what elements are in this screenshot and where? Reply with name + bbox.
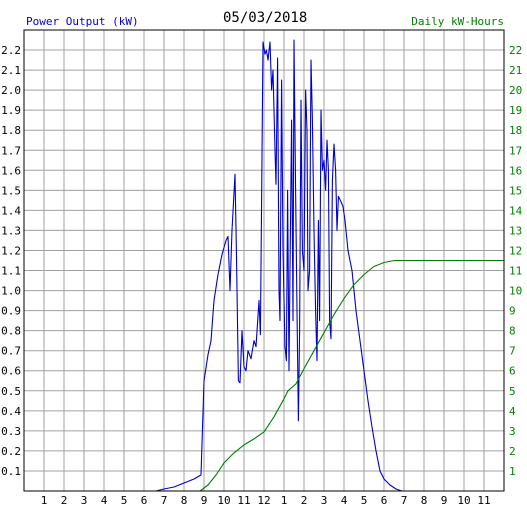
right-tick-label: 17: [509, 144, 522, 157]
right-tick-label: 22: [509, 44, 522, 57]
left-tick-label: 0.7: [1, 345, 21, 358]
left-tick-label: 0.2: [1, 445, 21, 458]
right-tick-label: 4: [509, 405, 516, 418]
x-tick-label: 4: [341, 494, 348, 507]
left-tick-label: 2.1: [1, 64, 21, 77]
chart-title: 05/03/2018: [223, 10, 308, 26]
right-tick-label: 21: [509, 64, 522, 77]
x-tick-label: 10: [457, 494, 470, 507]
x-tick-label: 3: [321, 494, 328, 507]
right-tick-label: 14: [509, 204, 523, 217]
right-tick-label: 15: [509, 184, 522, 197]
energy-series-line: [156, 259, 504, 492]
right-tick-label: 20: [509, 84, 522, 97]
x-tick-label: 7: [401, 494, 408, 507]
left-tick-labels: 0.1 0.2 0.3 0.4 0.5 0.6 0.7 0.8 0.9 1.0 1.1 1.2 1.3 1…: [1, 44, 21, 478]
x-tick-label: 6: [141, 494, 148, 507]
left-tick-label: 0.6: [1, 365, 21, 378]
right-tick-label: 3: [509, 425, 516, 438]
x-tick-label: 7: [161, 494, 168, 507]
plot-frame: [23, 29, 505, 492]
x-tick-label: 5: [361, 494, 368, 507]
right-tick-label: 18: [509, 124, 522, 137]
left-tick-label: 1.2: [1, 244, 21, 257]
right-tick-label: 9: [509, 305, 516, 318]
left-tick-label: 0.5: [1, 385, 21, 398]
right-tick-label: 5: [509, 385, 516, 398]
x-tick-label: 1: [41, 494, 48, 507]
x-tick-label: 8: [421, 494, 428, 507]
left-tick-label: 0.8: [1, 325, 21, 338]
left-tick-label: 0.3: [1, 425, 21, 438]
x-tick-label: 1: [281, 494, 288, 507]
left-tick-label: 0.1: [1, 465, 21, 478]
left-axis-label: Power Output (kW): [26, 15, 139, 28]
right-tick-label: 16: [509, 164, 522, 177]
x-tick-label: 2: [301, 494, 308, 507]
left-tick-label: 1.7: [1, 144, 21, 157]
left-tick-label: 1.9: [1, 104, 21, 117]
left-tick-label: 1.3: [1, 224, 21, 237]
left-tick-label: 1.8: [1, 124, 21, 137]
left-tick-label: 1.5: [1, 184, 21, 197]
left-tick-label: 1.4: [1, 204, 21, 217]
right-tick-label: 2: [509, 445, 516, 458]
right-tick-label: 1: [509, 465, 516, 478]
x-tick-label: 8: [181, 494, 188, 507]
power-series-line: [155, 39, 408, 492]
left-tick-label: 2.2: [1, 44, 21, 57]
x-tick-label: 10: [217, 494, 230, 507]
x-tick-label: 11: [477, 494, 490, 507]
left-tick-label: 1.1: [1, 265, 21, 278]
x-tick-labels: 1 2 3 4 5 6 7 8 9 10 11 12 1 2 3 4 5 6 7 8 9 10 11: [41, 494, 491, 507]
right-tick-label: 13: [509, 224, 522, 237]
right-tick-label: 11: [509, 265, 522, 278]
right-tick-label: 12: [509, 244, 522, 257]
x-tick-label: 11: [237, 494, 250, 507]
left-tick-label: 1.0: [1, 285, 21, 298]
x-tick-label: 9: [201, 494, 208, 507]
x-tick-label: 12: [257, 494, 270, 507]
left-tick-label: 2.0: [1, 84, 21, 97]
right-axis-label: Daily kW-Hours: [411, 15, 504, 28]
x-tick-label: 2: [61, 494, 68, 507]
x-tick-label: 3: [81, 494, 88, 507]
x-tick-label: 5: [121, 494, 128, 507]
left-tick-label: 0.4: [1, 405, 21, 418]
x-tick-label: 4: [101, 494, 108, 507]
right-tick-label: 6: [509, 365, 516, 378]
x-tick-label: 6: [381, 494, 388, 507]
right-tick-label: 8: [509, 325, 516, 338]
right-tick-label: 7: [509, 345, 516, 358]
series-lines: [155, 39, 504, 492]
left-tick-label: 1.6: [1, 164, 21, 177]
left-tick-label: 0.9: [1, 305, 21, 318]
x-tick-label: 9: [441, 494, 448, 507]
right-tick-label: 19: [509, 104, 522, 117]
right-tick-label: 10: [509, 285, 522, 298]
